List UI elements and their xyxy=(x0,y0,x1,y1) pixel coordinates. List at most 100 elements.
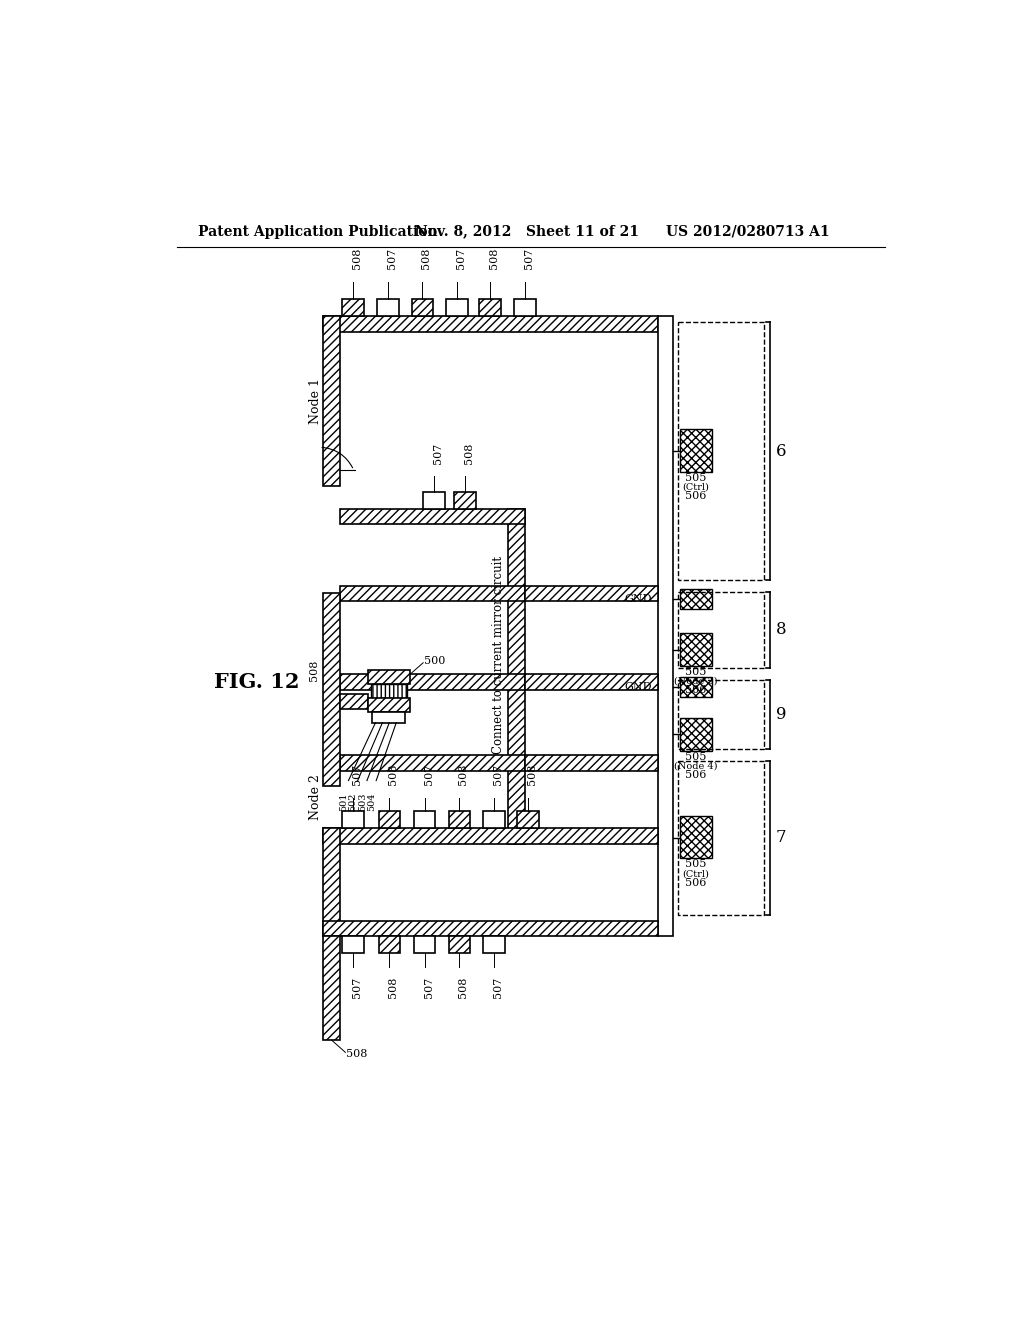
Text: 505: 505 xyxy=(685,859,707,870)
Bar xyxy=(340,755,524,771)
Text: 505: 505 xyxy=(685,473,707,483)
Text: 507: 507 xyxy=(424,764,433,785)
Bar xyxy=(524,586,658,601)
Bar xyxy=(371,684,407,698)
Bar xyxy=(483,936,505,953)
Bar xyxy=(680,718,712,751)
Bar xyxy=(368,698,410,711)
Bar xyxy=(377,300,398,317)
Text: 507: 507 xyxy=(433,442,442,463)
Bar xyxy=(678,762,764,915)
Bar xyxy=(678,322,764,579)
Text: 506: 506 xyxy=(685,770,707,780)
Bar xyxy=(323,829,340,936)
Bar xyxy=(508,508,525,843)
Bar xyxy=(514,300,536,317)
Bar xyxy=(680,429,712,471)
Bar xyxy=(524,675,658,689)
Text: (Ctrl): (Ctrl) xyxy=(682,483,710,491)
Bar xyxy=(340,508,524,524)
Text: (Ctrl): (Ctrl) xyxy=(682,870,710,878)
Bar xyxy=(379,812,400,829)
Text: 507: 507 xyxy=(352,977,361,998)
Bar xyxy=(449,936,470,953)
Text: 503: 503 xyxy=(357,793,367,812)
Text: 507: 507 xyxy=(523,248,534,269)
Bar xyxy=(323,317,340,486)
Text: GND: GND xyxy=(625,594,652,603)
Bar xyxy=(449,812,470,829)
Bar xyxy=(340,675,524,689)
Bar xyxy=(323,829,658,843)
Text: 508: 508 xyxy=(526,764,537,785)
Bar xyxy=(323,317,658,331)
Text: 508: 508 xyxy=(309,660,318,681)
Bar xyxy=(414,812,435,829)
Bar xyxy=(678,681,764,748)
Text: 508: 508 xyxy=(489,248,499,269)
Text: 504: 504 xyxy=(367,793,376,812)
Text: Connect to current mirror circuit: Connect to current mirror circuit xyxy=(493,556,505,754)
Bar xyxy=(412,300,433,317)
Text: 507: 507 xyxy=(424,977,433,998)
Text: 508: 508 xyxy=(421,248,431,269)
Bar xyxy=(373,711,406,723)
Text: 508: 508 xyxy=(388,977,398,998)
Text: 507: 507 xyxy=(456,248,466,269)
Text: 508: 508 xyxy=(458,977,468,998)
Text: 508: 508 xyxy=(464,442,473,465)
Text: Node 1: Node 1 xyxy=(309,378,322,424)
Bar xyxy=(680,589,712,609)
Text: 501: 501 xyxy=(339,793,348,812)
Bar xyxy=(323,594,340,785)
Text: Nov. 8, 2012   Sheet 11 of 21: Nov. 8, 2012 Sheet 11 of 21 xyxy=(416,224,639,239)
Bar xyxy=(483,812,505,829)
Text: 508: 508 xyxy=(346,1049,368,1059)
Bar xyxy=(524,755,658,771)
Bar xyxy=(680,634,712,665)
Bar xyxy=(379,936,400,953)
Text: 9: 9 xyxy=(776,706,786,723)
Bar xyxy=(323,921,658,936)
Bar xyxy=(479,300,501,317)
Text: 505: 505 xyxy=(685,751,707,762)
Text: 507: 507 xyxy=(352,764,361,785)
Text: 506: 506 xyxy=(685,491,707,502)
Bar xyxy=(517,812,539,829)
Bar xyxy=(446,300,468,317)
Text: 507: 507 xyxy=(387,248,396,269)
Text: 507: 507 xyxy=(493,764,503,785)
Bar xyxy=(342,300,364,317)
Text: (Node 3): (Node 3) xyxy=(674,677,718,685)
Text: GND: GND xyxy=(625,682,652,693)
Text: 500: 500 xyxy=(424,656,445,667)
Bar xyxy=(658,317,674,936)
Bar xyxy=(340,586,524,601)
Text: 508: 508 xyxy=(458,764,468,785)
Bar xyxy=(680,677,712,697)
Bar xyxy=(678,591,764,668)
Bar xyxy=(368,671,410,684)
Bar xyxy=(680,816,712,858)
Text: 8: 8 xyxy=(776,622,786,638)
Text: 508: 508 xyxy=(352,248,361,269)
Text: 506: 506 xyxy=(685,685,707,696)
Text: 6: 6 xyxy=(776,442,786,459)
Text: Node 2: Node 2 xyxy=(309,775,322,821)
Bar xyxy=(423,492,444,508)
Text: 502: 502 xyxy=(348,793,357,812)
Bar xyxy=(342,936,364,953)
Bar xyxy=(323,936,340,1040)
Text: (Node 4): (Node 4) xyxy=(674,762,718,771)
Text: 505: 505 xyxy=(685,667,707,677)
Bar xyxy=(342,812,364,829)
Text: 508: 508 xyxy=(388,764,398,785)
Text: FIG. 12: FIG. 12 xyxy=(214,672,299,692)
Text: Patent Application Publication: Patent Application Publication xyxy=(199,224,438,239)
Text: US 2012/0280713 A1: US 2012/0280713 A1 xyxy=(666,224,829,239)
Text: 7: 7 xyxy=(776,829,786,846)
Text: 506: 506 xyxy=(685,878,707,888)
Text: 507: 507 xyxy=(493,977,503,998)
Bar xyxy=(454,492,475,508)
Bar xyxy=(414,936,435,953)
